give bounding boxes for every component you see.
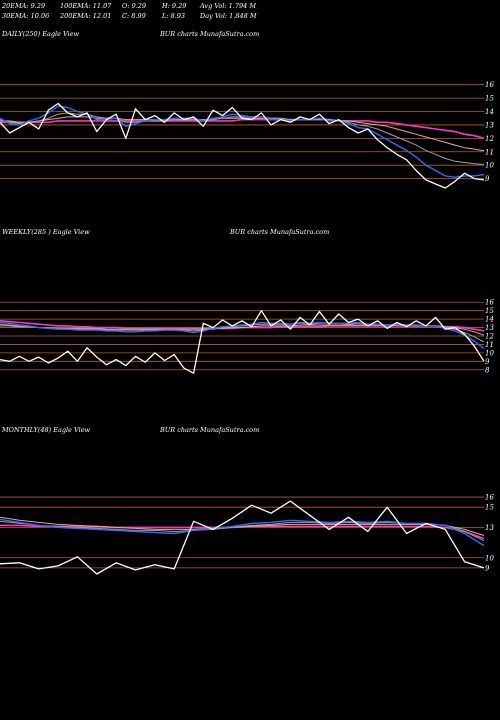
stat-day-vol: Day Vol: 1.848 M — [199, 12, 257, 20]
stat-low: L: 8.93 — [161, 12, 185, 20]
daily-ytick-label: 10 — [485, 162, 494, 170]
daily-yticks: 16 15 14 13 12 11 10 9 — [485, 81, 494, 183]
stat-close: C: 8.99 — [122, 12, 146, 20]
daily-ema-long-line — [0, 118, 485, 139]
monthly-ytick-label: 15 — [485, 504, 494, 512]
monthly-ytick-label: 10 — [485, 554, 494, 562]
daily-ytick-label: 16 — [485, 81, 494, 89]
monthly-ytick-label: 13 — [485, 524, 494, 532]
monthly-yticks: 16 15 13 10 9 — [485, 494, 494, 573]
daily-ytick-label: 14 — [485, 108, 494, 116]
header-stats: 20EMA: 9.29 100EMA: 11.07 O: 9.29 H: 9.2… — [1, 2, 257, 20]
monthly-ema-fast-line — [0, 518, 485, 547]
weekly-watermark: BUR charts MunafaSutra.com — [229, 228, 329, 236]
weekly-ytick-label: 12 — [485, 333, 494, 341]
weekly-ytick-label: 9 — [485, 358, 490, 366]
daily-ytick-label: 12 — [485, 135, 494, 143]
monthly-series — [0, 500, 485, 575]
monthly-title: MONTHLY(48) Eagle View — [1, 426, 91, 434]
stat-30ema: 30EMA: 10.06 — [2, 12, 49, 20]
weekly-ytick-label: 10 — [485, 349, 494, 357]
daily-gridlines — [0, 84, 484, 179]
monthly-panel: MONTHLY(48) Eagle View BUR charts Munafa… — [0, 426, 494, 575]
daily-ytick-label: 13 — [485, 121, 494, 129]
weekly-gridlines — [0, 301, 484, 371]
weekly-series — [0, 310, 485, 374]
weekly-ytick-label: 8 — [485, 366, 490, 374]
stat-high: H: 9.29 — [161, 2, 186, 10]
monthly-ytick-label: 9 — [485, 564, 490, 572]
daily-price-line — [0, 102, 485, 189]
weekly-ytick-label: 15 — [485, 307, 494, 315]
stat-avg-vol: Avg Vol: 1.794 M — [199, 2, 256, 10]
daily-panel: DAILY(250) Eagle View BUR charts MunafaS… — [0, 30, 494, 189]
weekly-ytick-label: 11 — [485, 341, 494, 349]
weekly-ytick-label: 16 — [485, 299, 494, 307]
stat-100ema: 100EMA: 11.07 — [60, 2, 112, 10]
daily-ytick-label: 15 — [485, 95, 494, 103]
weekly-title: WEEKLY(285 ) Eagle View — [2, 228, 90, 236]
stat-open: O: 9.29 — [122, 2, 146, 10]
daily-series — [0, 102, 485, 189]
weekly-panel: WEEKLY(285 ) Eagle View BUR charts Munaf… — [0, 228, 494, 374]
daily-watermark: BUR charts MunafaSutra.com — [159, 30, 259, 38]
daily-ema-fast-line — [0, 105, 485, 178]
stat-20ema: 20EMA: 9.29 — [1, 2, 45, 10]
monthly-price-line — [0, 500, 485, 575]
weekly-ytick-label: 14 — [485, 316, 494, 324]
weekly-price-line — [0, 310, 485, 374]
daily-title: DAILY(250) Eagle View — [1, 30, 79, 38]
stat-200ema: 200EMA: 12.01 — [59, 12, 111, 20]
monthly-ytick-label: 16 — [485, 494, 494, 502]
weekly-ytick-label: 13 — [485, 324, 494, 332]
daily-ytick-label: 11 — [485, 148, 494, 156]
monthly-watermark: BUR charts MunafaSutra.com — [159, 426, 259, 434]
daily-ytick-label: 9 — [485, 175, 490, 183]
daily-ema-mid-line — [0, 112, 485, 165]
